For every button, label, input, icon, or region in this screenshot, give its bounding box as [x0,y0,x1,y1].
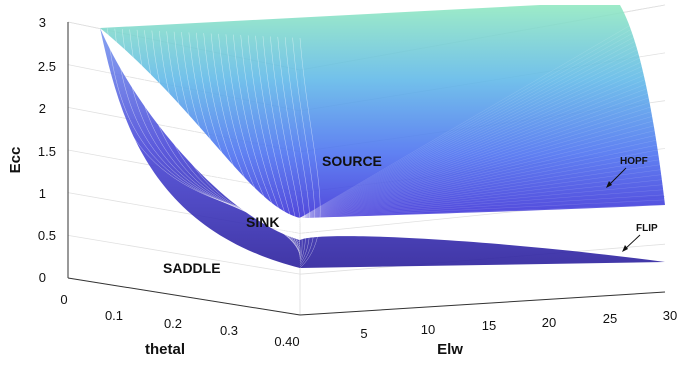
mesh-line [299,158,666,219]
mesh-line [299,117,666,219]
x-tick-label: 30 [663,308,677,323]
z-tick-label: 0.5 [38,228,56,243]
z-tick-label: 1 [39,186,46,201]
z-tick-label: 3 [39,15,46,30]
mesh-line [299,30,666,219]
mesh-line [299,189,666,219]
x-tick-label: 25 [603,311,617,326]
mesh-line [299,61,666,219]
mesh-line [299,127,666,219]
mesh-line [299,122,666,219]
mesh-line [299,92,666,219]
mesh-line [292,37,315,267]
mesh-line [299,56,666,219]
mesh-line [218,33,301,248]
x-tick-label: 15 [482,318,496,333]
x-tick-label: 20 [542,315,556,330]
mesh-line [299,179,666,219]
y-axis-label: thetal [145,341,185,358]
mesh-line [121,29,301,224]
mesh-line [299,25,666,219]
z-ticks: 3 2.5 2 1.5 1 0.5 0 [38,15,56,285]
mesh-line [299,148,666,219]
mesh-line [299,66,666,219]
mesh-line [99,27,301,219]
y-tick-label: 0 [60,292,67,307]
mesh-line [299,194,666,219]
sink-label: SINK [246,214,279,230]
mesh-line [299,76,666,219]
hopf-surface [100,5,665,218]
y-ticks: 0 0.1 0.2 0.3 0.40 [60,292,299,349]
saddle-label: SADDLE [163,260,221,276]
mesh-line [299,168,666,219]
mesh-line [299,184,666,219]
mesh-line [129,29,301,226]
mesh-line [270,36,303,261]
x-ticks: 5 10 15 20 25 30 [360,308,677,341]
mesh-line [299,86,666,219]
hopf-arrowhead [606,181,612,188]
mesh-line [107,28,301,221]
mesh-line [299,40,666,219]
mesh-line [299,9,666,219]
z-tick-label: 2 [39,101,46,116]
mesh-line [210,33,301,246]
mesh-line [203,33,301,245]
mesh-line [299,37,321,269]
mesh-line [299,133,666,219]
mesh-line [299,15,666,219]
mesh-line [299,107,666,219]
x-axis-label: Elw [437,341,463,358]
mesh-line [299,35,666,219]
mesh-line [299,153,666,219]
x-tick-label: 5 [360,326,367,341]
mesh-line [247,35,301,256]
y-tick-label: 0.40 [274,334,299,349]
mesh-line [299,97,666,219]
mesh-line [277,36,306,263]
mesh-line [299,102,666,219]
mesh-line [299,71,666,219]
mesh-line [299,204,666,219]
mesh-line [255,35,301,257]
mesh-line [284,37,310,265]
mesh-line [299,81,666,219]
surface-mesh [99,4,666,269]
mesh-line [299,50,666,219]
z-tick-label: 2.5 [38,59,56,74]
axes [67,22,666,316]
mesh-line [299,138,666,219]
mesh-line [262,36,301,259]
mesh-line [240,35,301,254]
mesh-line [299,174,666,219]
y-tick-label: 0.1 [105,308,123,323]
source-label: SOURCE [322,153,382,169]
y-tick-label: 0.2 [164,316,182,331]
grid-line [67,234,301,275]
mesh-line [299,163,666,219]
z-axis-label: Ecc [7,147,24,174]
hopf-arrow [607,167,627,187]
z-tick-label: 1.5 [38,144,56,159]
mesh-line [299,4,666,219]
hopf-label: HOPF [620,156,648,167]
flip-arrowhead [622,245,628,252]
mesh-line [225,34,301,250]
mesh-line [233,34,301,252]
mesh-line [299,20,666,219]
mesh-line [299,45,666,219]
z-tick-label: 0 [39,270,46,285]
mesh-line [299,112,666,219]
mesh-line [136,29,301,228]
mesh-line [299,199,666,219]
mesh-line [299,143,666,219]
flip-label: FLIP [636,223,658,234]
x-tick-label: 10 [421,322,435,337]
y-tick-label: 0.3 [220,323,238,338]
